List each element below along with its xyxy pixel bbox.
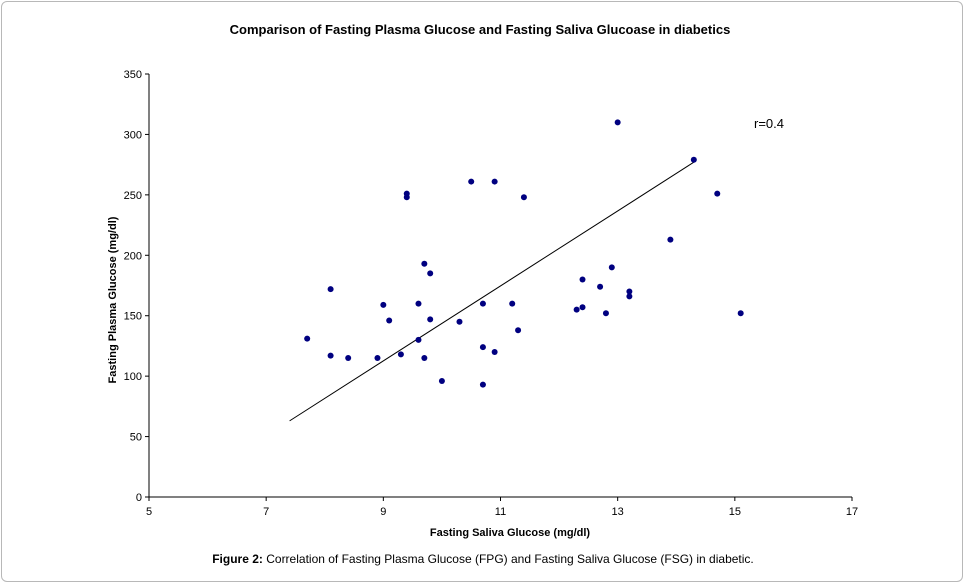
y-tick-label: 50 [130, 432, 142, 444]
chart-title: Comparison of Fasting Plasma Glucose and… [229, 22, 731, 37]
data-point [456, 318, 463, 325]
data-point [386, 317, 393, 324]
data-point [602, 310, 609, 317]
data-point [597, 283, 604, 290]
x-tick-label: 13 [612, 506, 624, 518]
axes: 0 50 100 150 200 250 300 350 5 7 9 11 13 15 17 [124, 69, 858, 518]
y-axis-title: Fasting Plasma Glucose (mg/dl) [107, 216, 119, 384]
data-point [690, 156, 697, 163]
data-point [327, 286, 334, 293]
x-tick-label: 9 [380, 506, 386, 518]
data-point [491, 178, 498, 185]
data-point [515, 327, 522, 334]
trendline-group [289, 161, 695, 422]
x-tick-label: 11 [495, 506, 506, 518]
data-point [345, 355, 352, 362]
data-point [614, 119, 621, 126]
y-tick-label: 100 [124, 371, 142, 383]
data-point [491, 348, 498, 355]
data-point [438, 377, 445, 384]
x-axis-title: Fasting Saliva Glucose (mg/dl) [429, 527, 591, 539]
data-point [427, 270, 434, 277]
y-tick-label: 300 [124, 129, 142, 141]
data-point [626, 293, 633, 300]
data-point [397, 351, 404, 358]
data-point [380, 301, 387, 308]
x-tick-label: 5 [146, 506, 152, 518]
data-point [626, 288, 633, 295]
figure-caption: Figure 2: Correlation of Fasting Plasma … [0, 552, 966, 566]
data-point [415, 336, 422, 343]
data-point [479, 381, 486, 388]
x-tick-label: 7 [263, 506, 269, 518]
x-tick-label: 17 [846, 506, 858, 518]
data-point [304, 335, 311, 342]
data-point [667, 236, 674, 243]
data-point [327, 352, 334, 359]
data-point [573, 306, 580, 313]
caption-text: Correlation of Fasting Plasma Glucose (F… [262, 552, 754, 566]
caption-label: Figure 2: [212, 552, 263, 566]
correlation-annotation: r=0.4 [754, 116, 784, 131]
data-point [714, 190, 721, 197]
data-point [403, 194, 410, 201]
data-point [468, 178, 475, 185]
data-point [509, 300, 516, 307]
data-point [479, 344, 486, 351]
data-point [479, 300, 486, 307]
data-point [421, 260, 428, 267]
data-point [579, 304, 586, 311]
y-tick-label: 150 [124, 311, 142, 323]
y-tick-label: 200 [124, 250, 142, 262]
data-point [427, 316, 434, 323]
data-point [520, 194, 527, 201]
y-tick-label: 0 [136, 492, 142, 504]
data-point [374, 355, 381, 362]
x-tick-label: 15 [729, 506, 741, 518]
y-tick-label: 350 [124, 69, 142, 81]
y-tick-label: 250 [124, 190, 142, 202]
data-point [415, 300, 422, 307]
points-group [304, 119, 744, 388]
data-point [608, 264, 615, 271]
trendline [289, 161, 695, 422]
data-point [421, 355, 428, 362]
data-point [737, 310, 744, 317]
data-point [579, 276, 586, 283]
